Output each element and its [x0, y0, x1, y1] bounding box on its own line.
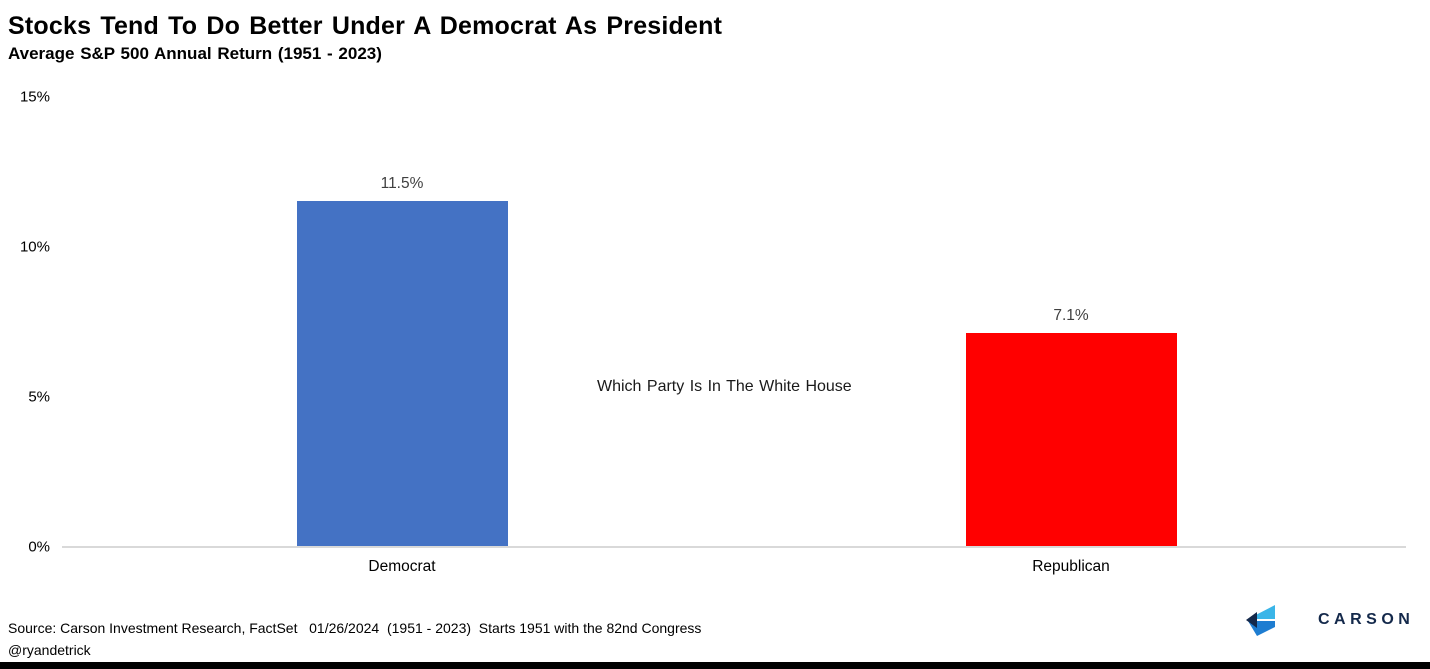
y-tick-label: 5%: [28, 388, 50, 406]
x-category-label: Democrat: [368, 558, 436, 575]
chart-title: Stocks Tend To Do Better Under A Democra…: [8, 12, 723, 40]
carson-logo: CARSON: [1244, 603, 1414, 643]
center-annotation: Which Party Is In The White House: [597, 378, 852, 395]
y-tick-label: 10%: [19, 238, 50, 256]
bar-democrat: [296, 201, 508, 546]
x-axis-line: [62, 546, 1406, 548]
chart-subtitle: Average S&P 500 Annual Return (1951 - 20…: [8, 44, 382, 63]
bottom-black-bar: [0, 662, 1430, 669]
carson-logo-icon: [1246, 605, 1275, 636]
x-category-label: Republican: [1032, 558, 1110, 575]
bar-republican: [965, 333, 1177, 546]
author-handle: @ryandetrick: [8, 642, 91, 658]
source-text: Source: Carson Investment Research, Fact…: [8, 620, 702, 636]
bar-value-label: 11.5%: [380, 175, 424, 192]
carson-logo-text: CARSON: [1318, 611, 1415, 628]
y-tick-label: 0%: [28, 538, 50, 556]
y-tick-label: 15%: [19, 88, 50, 106]
bar-value-label: 7.1%: [1053, 307, 1089, 324]
